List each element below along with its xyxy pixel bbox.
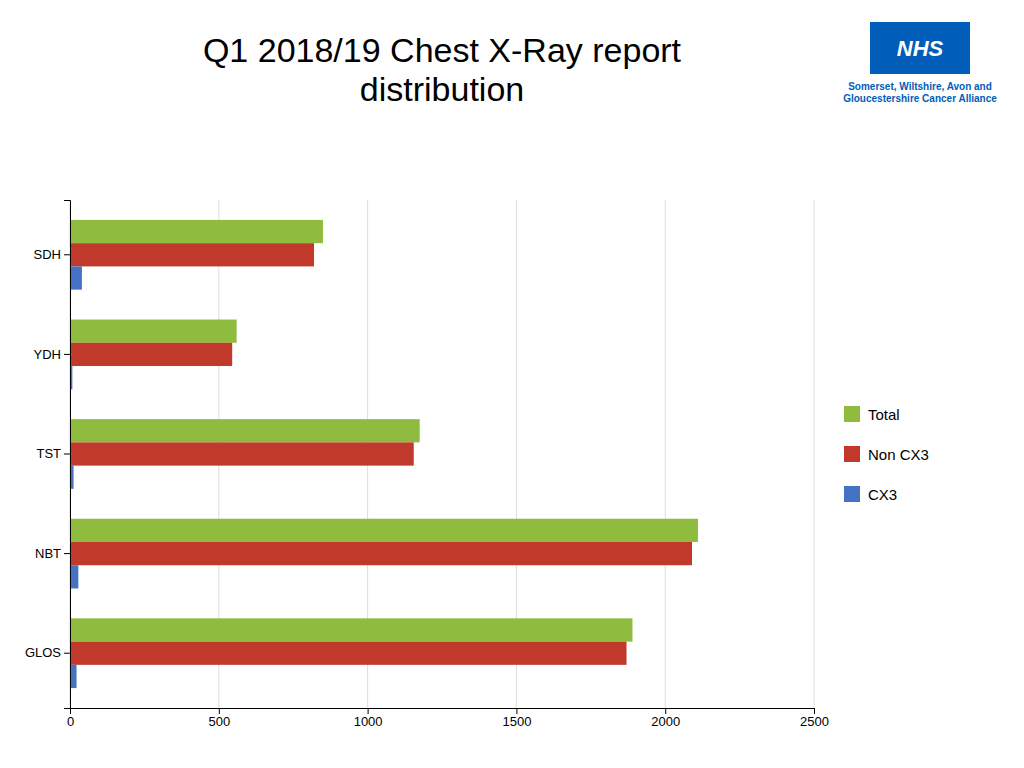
tick-label: 0 (67, 714, 74, 729)
bar (70, 320, 237, 343)
legend-swatch (844, 406, 860, 422)
bar (70, 419, 420, 442)
tick-mark (368, 708, 369, 714)
tick-mark (64, 553, 70, 554)
bar (70, 442, 414, 465)
legend: Total Non CX3 CX3 (844, 406, 929, 503)
tick-mark (64, 454, 70, 455)
tick: GLOS (25, 645, 70, 660)
tick-label: NBT (35, 546, 61, 561)
legend-swatch (844, 446, 860, 462)
legend-swatch (844, 486, 860, 502)
bar (70, 642, 627, 665)
tick: 500 (208, 708, 230, 729)
tick-label: GLOS (25, 645, 61, 660)
value-axis: 0 500 1000 1500 2000 2500 (67, 708, 829, 729)
bar (70, 519, 698, 542)
tick-mark (64, 254, 70, 255)
tick-label: TST (36, 446, 61, 461)
tick: SDH (34, 247, 70, 262)
tick-label: 2000 (651, 714, 680, 729)
tick: YDH (34, 347, 70, 362)
logo-box (870, 22, 970, 74)
tick-label: SDH (34, 247, 61, 262)
bar (70, 618, 632, 641)
tick-mark (665, 708, 666, 714)
legend-label: CX3 (868, 486, 897, 503)
tick: TST (36, 446, 70, 461)
tick-label: YDH (34, 347, 61, 362)
grid-line (665, 200, 666, 708)
grid (70, 200, 814, 708)
category-axis: GLOS NBT TST YDH SDH (25, 201, 71, 709)
tick-mark (64, 354, 70, 355)
annotation: Somerset, Wiltshire, Avon andGloucesters… (843, 81, 997, 104)
tick-mark (219, 708, 220, 714)
bar (70, 266, 82, 289)
legend-label: Non CX3 (868, 446, 929, 463)
bar (70, 343, 232, 366)
bars (70, 220, 698, 688)
logo-text: NHS (897, 36, 944, 61)
tick-label: 1000 (354, 714, 383, 729)
tick: 2500 (800, 708, 829, 729)
axis-line (64, 201, 71, 709)
tick-mark (64, 653, 70, 654)
tick: 0 (67, 708, 74, 729)
tick-label: 2500 (800, 714, 829, 729)
tick-label: 500 (208, 714, 230, 729)
tick: NBT (35, 546, 70, 561)
tick-mark (516, 708, 517, 714)
tick: 1500 (502, 708, 531, 729)
chart: Q1 2018/19 Chest X-Ray reportdistributio… (0, 0, 1024, 768)
axis-line (71, 709, 815, 715)
legend-label: Total (868, 406, 900, 423)
bar (70, 243, 314, 266)
title: Q1 2018/19 Chest X-Ray reportdistributio… (203, 31, 682, 108)
tick: 1000 (354, 708, 383, 729)
plot: 0 500 1000 1500 2000 2500 GLOS NBT TST YDH SDH (25, 200, 829, 729)
bar (70, 542, 692, 565)
tick: 2000 (651, 708, 680, 729)
tick-mark (814, 708, 815, 714)
tick-label: 1500 (502, 714, 531, 729)
grid-line (814, 200, 815, 708)
bar (70, 220, 323, 243)
bar (70, 565, 78, 588)
